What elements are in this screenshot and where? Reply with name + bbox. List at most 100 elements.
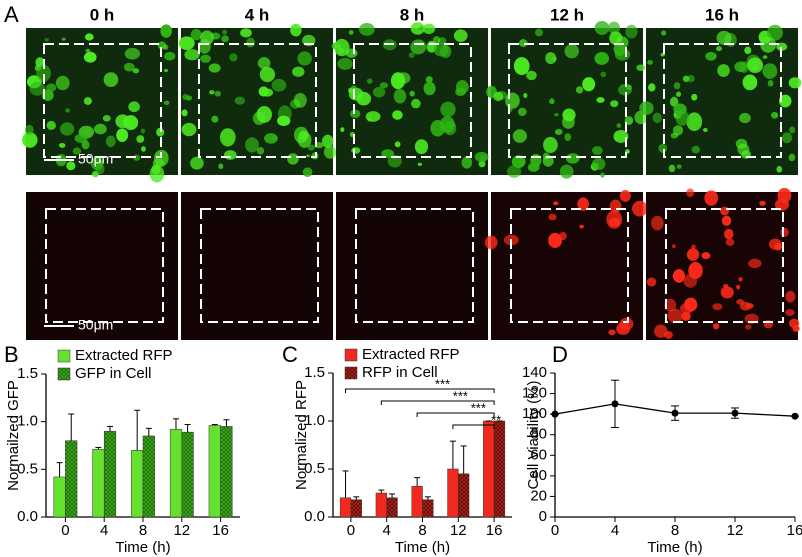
cell (672, 269, 686, 283)
significance-bracket (452, 424, 495, 429)
cell (518, 107, 527, 117)
cell (513, 57, 530, 76)
cell (744, 46, 752, 55)
cell (22, 132, 38, 148)
cell (564, 133, 572, 141)
cell (277, 115, 291, 126)
cell (484, 235, 498, 250)
roi-box (510, 208, 629, 323)
cell (245, 137, 259, 153)
cell (716, 30, 732, 46)
cell (608, 329, 616, 336)
cell (311, 152, 319, 160)
y-tick-label: 0.0 (17, 508, 38, 525)
cell (661, 30, 667, 36)
panel-label: D (552, 342, 568, 367)
cell (422, 23, 436, 35)
cell (736, 298, 745, 305)
cell (116, 128, 129, 143)
x-tick-label: 16 (787, 522, 802, 539)
cell (128, 101, 140, 113)
cell (543, 136, 558, 153)
cell (652, 112, 662, 124)
time-header: 16 h (705, 5, 739, 24)
cell (686, 112, 703, 132)
bar (181, 431, 194, 518)
cell (337, 57, 353, 70)
cell (439, 116, 455, 133)
cell (208, 63, 221, 73)
cell (95, 163, 105, 175)
cell (762, 55, 768, 59)
cell (432, 36, 441, 44)
cell (59, 122, 75, 136)
cell (767, 24, 783, 41)
cell (676, 91, 682, 97)
cell (686, 188, 695, 198)
cell (218, 163, 224, 170)
microscopy-images (22, 20, 802, 340)
cell (461, 156, 473, 169)
cell (74, 133, 88, 144)
point (551, 410, 559, 418)
cell (141, 146, 146, 152)
point (611, 400, 619, 408)
cell (334, 38, 350, 57)
cell (673, 82, 681, 90)
cell (682, 75, 690, 83)
cell (548, 213, 557, 221)
panel-label: A (4, 2, 19, 27)
cell (594, 51, 610, 65)
cell (616, 322, 631, 335)
x-tick-label: 12 (450, 522, 467, 539)
cell (673, 103, 687, 116)
x-tick-label: 8 (418, 522, 426, 539)
legend-label: Extracted RFP (362, 346, 460, 363)
cell (523, 93, 528, 99)
bar (169, 429, 183, 518)
x-tick-label: 8 (671, 522, 679, 539)
cell (302, 167, 313, 178)
cell (738, 277, 743, 282)
cell (785, 290, 796, 303)
x-tick-label: 0 (61, 522, 69, 539)
cell (46, 120, 56, 130)
cell (72, 147, 82, 155)
cell (306, 154, 311, 158)
cell (725, 238, 735, 246)
cell (61, 37, 66, 41)
cell (735, 138, 748, 149)
cell (190, 156, 204, 170)
roi-box (508, 43, 627, 158)
cell (200, 54, 211, 63)
cell (224, 150, 237, 160)
cell (221, 35, 229, 43)
roi-box (198, 43, 317, 158)
x-tick-label: 8 (139, 522, 147, 539)
cell (132, 68, 140, 74)
y-tick-label: 1.5 (304, 364, 325, 381)
cell (744, 324, 752, 330)
bar (386, 497, 398, 518)
y-tick-label: 120 (522, 385, 547, 402)
cell (614, 48, 631, 61)
point (791, 412, 799, 420)
bar (103, 430, 117, 518)
gfp-image (646, 28, 798, 175)
y-tick-label: 20 (530, 487, 547, 504)
cell (229, 53, 238, 62)
time-header: 4 h (245, 5, 270, 24)
cell (186, 95, 193, 101)
y-tick-label: 100 (522, 405, 547, 422)
cell (44, 38, 49, 42)
cell (789, 126, 796, 134)
legend-label: GFP in Cell (75, 365, 151, 382)
x-axis-label: Time (h) (115, 539, 170, 556)
cell (577, 197, 589, 211)
bar (53, 476, 66, 518)
cell (340, 127, 345, 133)
cell (493, 91, 504, 102)
cell (669, 96, 679, 107)
y-tick-label: 1.5 (17, 365, 38, 382)
cell (181, 109, 188, 117)
